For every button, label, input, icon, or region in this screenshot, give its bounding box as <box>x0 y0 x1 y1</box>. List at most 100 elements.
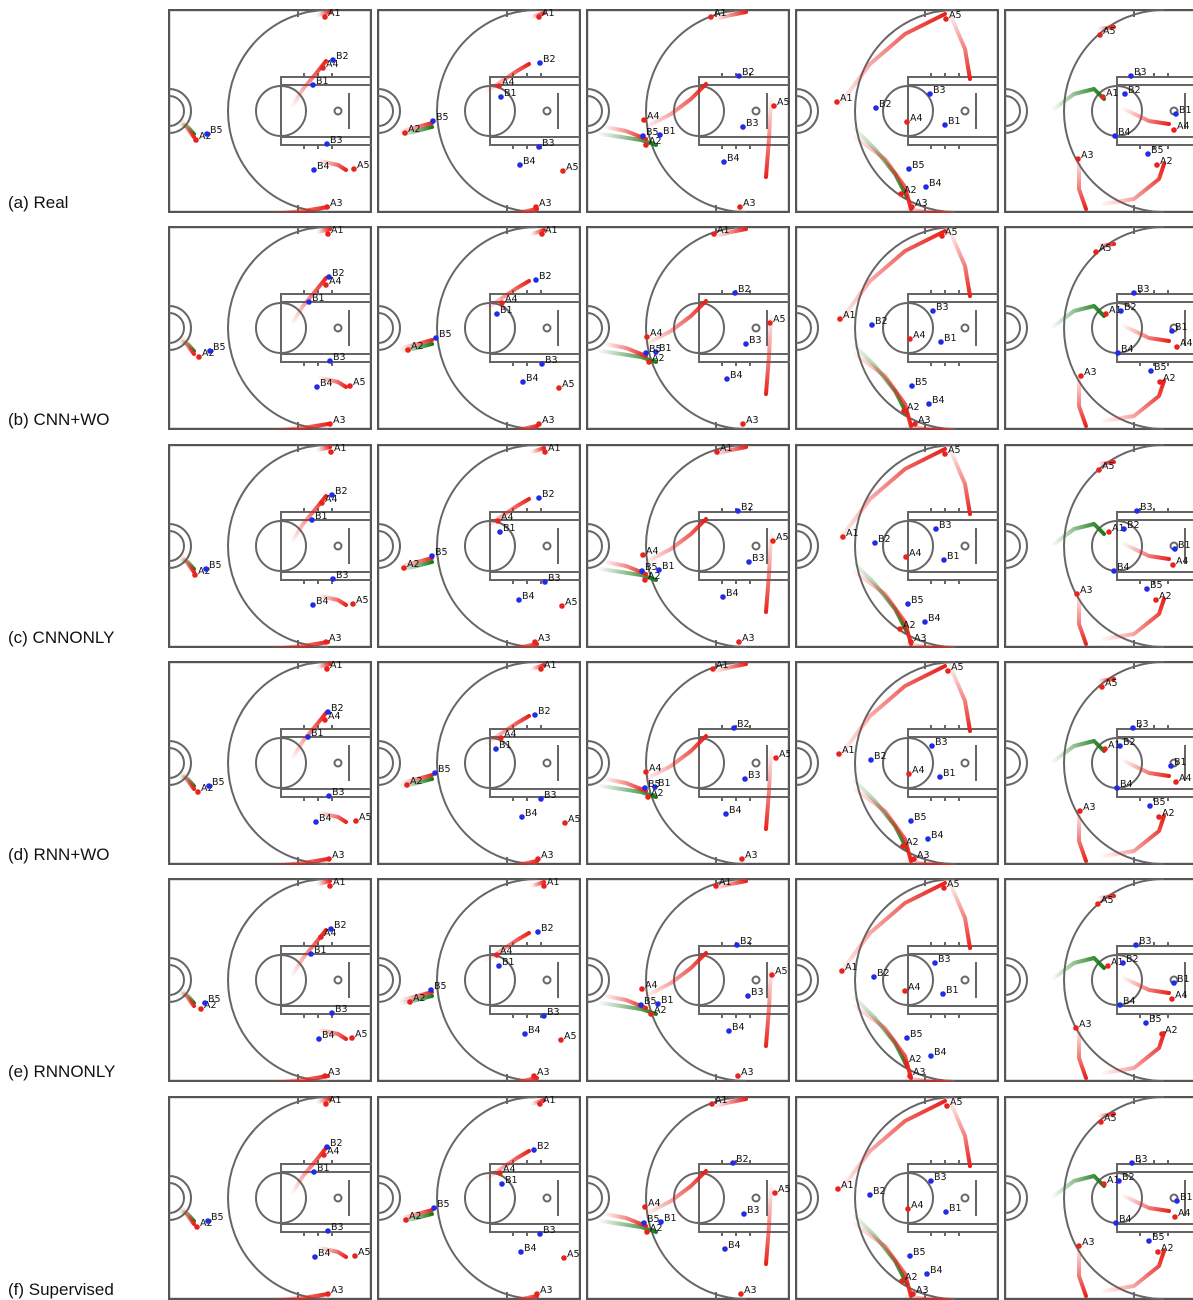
player-label: B4 <box>528 1025 541 1036</box>
hoop-icon <box>542 106 552 116</box>
player-marker <box>1172 546 1178 552</box>
player-label: B4 <box>934 1047 947 1058</box>
player-label: A1 <box>840 93 853 104</box>
player-marker <box>325 1291 331 1297</box>
three-point-arc <box>436 1096 538 1300</box>
player-marker <box>1145 151 1151 157</box>
player-label: B2 <box>1128 85 1141 96</box>
player-label: B2 <box>741 502 754 513</box>
player-label: A2 <box>1160 156 1173 167</box>
player-marker <box>316 1036 322 1042</box>
player-marker <box>711 231 717 237</box>
three-point-arc <box>436 444 538 648</box>
court-border <box>377 9 581 213</box>
player-marker <box>1143 1020 1149 1026</box>
hoop-icon <box>333 541 343 551</box>
player-label: A1 <box>329 1096 342 1106</box>
trajectory-A <box>1102 379 1166 423</box>
player-marker <box>937 774 943 780</box>
left-inner-arc <box>168 95 185 127</box>
trajectory-A <box>485 1149 531 1180</box>
hoop-icon <box>333 323 343 333</box>
left-circle-arc <box>1004 523 1028 569</box>
player-label: B2 <box>875 316 888 327</box>
trajectory-A <box>948 881 972 950</box>
court-border <box>586 661 790 865</box>
player-marker <box>323 282 329 288</box>
player-label: A2 <box>1165 1025 1178 1036</box>
player-label: A2 <box>651 788 664 799</box>
trajectory-A <box>1122 324 1171 343</box>
player-marker <box>538 666 544 672</box>
player-label: B3 <box>335 1004 348 1015</box>
player-label: B4 <box>319 813 332 824</box>
player-marker <box>204 131 210 137</box>
player-marker <box>735 508 741 514</box>
player-marker <box>940 991 946 997</box>
player-marker <box>770 538 776 544</box>
player-label: A2 <box>409 1211 422 1222</box>
left-circle-arc <box>1004 88 1028 134</box>
court-border <box>168 878 372 1082</box>
left-inner-arc <box>1004 312 1021 344</box>
player-marker <box>193 137 199 143</box>
trajectory-A <box>180 336 196 356</box>
player-marker <box>646 359 652 365</box>
player-marker <box>207 348 213 354</box>
player-label: A3 <box>539 198 552 209</box>
trajectory-A <box>838 1099 947 1193</box>
player-marker <box>930 308 936 314</box>
trajectory-A <box>1077 1244 1088 1298</box>
player-label: B2 <box>541 923 554 934</box>
trajectory-A <box>530 663 546 671</box>
player-marker <box>643 350 649 356</box>
player-label: B1 <box>1178 540 1191 551</box>
player-marker <box>929 743 935 749</box>
player-marker <box>430 118 436 124</box>
player-marker <box>901 408 907 414</box>
player-marker <box>1174 344 1180 350</box>
player-marker <box>714 449 720 455</box>
player-marker <box>912 421 918 427</box>
hoop-icon <box>1169 1193 1179 1203</box>
court-panel: A1 A2 A3 A4 A5 B1 B2 B3 B4 B5 <box>795 9 999 213</box>
player-marker <box>203 566 209 572</box>
player-label: B2 <box>736 1154 749 1165</box>
player-label: A5 <box>951 662 964 673</box>
free-throw-circle <box>255 737 307 789</box>
player-marker <box>746 559 752 565</box>
player-label: B3 <box>1135 1154 1148 1165</box>
player-marker <box>741 1211 747 1217</box>
left-inner-arc <box>377 964 394 996</box>
trajectory-A <box>291 711 328 759</box>
player-label: B3 <box>939 520 952 531</box>
player-label: B2 <box>543 54 556 65</box>
three-point-arc <box>436 9 538 213</box>
player-label: A4 <box>1177 121 1190 132</box>
player-marker <box>942 451 948 457</box>
player-marker <box>1171 980 1177 986</box>
trajectory-A <box>400 556 434 568</box>
player-marker <box>740 421 746 427</box>
three-point-arc <box>645 661 747 865</box>
player-marker <box>907 1253 913 1259</box>
player-label: B1 <box>1179 105 1192 116</box>
player-label: A1 <box>545 226 558 236</box>
three-point-arc <box>227 1096 329 1300</box>
player-label: A5 <box>949 10 962 21</box>
left-circle-arc <box>168 740 192 786</box>
trajectory-ball <box>1052 522 1106 546</box>
player-label: A4 <box>1176 556 1189 567</box>
player-label: B3 <box>1134 67 1147 78</box>
player-marker <box>1147 803 1153 809</box>
player-label: A5 <box>778 1184 790 1195</box>
player-marker <box>906 771 912 777</box>
player-label: A1 <box>328 9 341 19</box>
trajectory-A <box>644 517 708 564</box>
player-marker <box>519 814 525 820</box>
trajectory-A <box>291 276 328 324</box>
player-marker <box>539 231 545 237</box>
player-label: A2 <box>654 1005 667 1016</box>
three-point-arc <box>227 661 329 865</box>
trajectory-A <box>1077 157 1088 211</box>
